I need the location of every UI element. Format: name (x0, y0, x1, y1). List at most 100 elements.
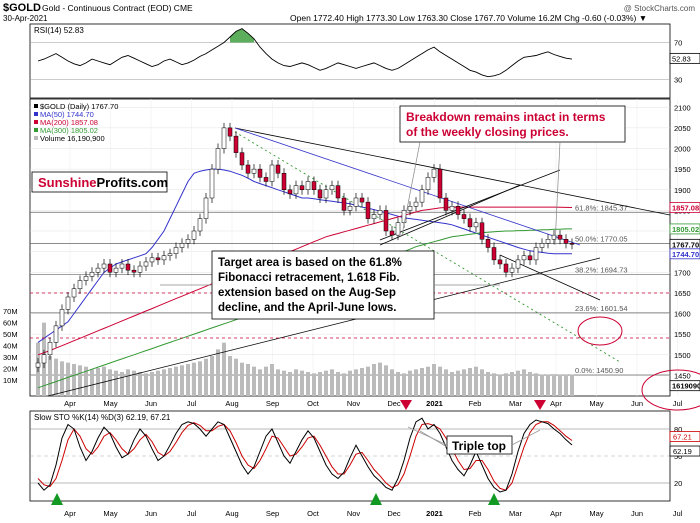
candle-body (329, 185, 335, 190)
candle-body (185, 239, 191, 244)
volume-tick-label: 50M (3, 330, 18, 339)
x-tick-label-lower: Aug (225, 509, 238, 518)
x-tick-label: Jun (145, 399, 157, 408)
candle-body (401, 210, 407, 223)
x-tick-label-lower: Nov (347, 509, 361, 518)
candle-body (125, 263, 131, 271)
x-tick-label: Jun (631, 399, 643, 408)
candle-body (485, 239, 491, 248)
x-tick-label-lower: Dec (387, 509, 401, 518)
price-tick-label: 1900 (674, 186, 691, 195)
stoch-k-series (37, 417, 573, 493)
volume-bar (558, 374, 562, 396)
watermark: @ StockCharts.com (624, 4, 696, 13)
price-tick-label: 2050 (674, 124, 691, 133)
price-legend: $GOLD (Daily) 1767.70 MA(50) 1744.70 MA(… (34, 102, 118, 143)
candle-body (167, 253, 173, 256)
stoch-panel (29, 410, 671, 502)
rsi-line (30, 28, 670, 80)
volume-bar (288, 372, 292, 396)
volume-bar (348, 370, 352, 396)
candle-body (191, 230, 197, 240)
volume-bar (186, 364, 190, 396)
volume-bar (408, 370, 412, 396)
signal-arrows (51, 400, 546, 505)
volume-bar (156, 370, 160, 396)
chart-date: 30-Apr-2021 (3, 14, 48, 23)
x-tick-label: 2021 (426, 399, 443, 408)
volume-bar (360, 368, 364, 396)
price-tick-label: 1600 (674, 310, 691, 319)
candle-body (53, 325, 59, 343)
x-tick-label: Dec (387, 399, 401, 408)
candle-body (437, 168, 443, 199)
volume-bar (222, 342, 226, 396)
candle-body (533, 247, 539, 261)
candle-body (479, 222, 485, 240)
candle-body (569, 243, 575, 245)
ma200-line (37, 206, 573, 356)
volume-bar (246, 364, 250, 396)
volume-bar (72, 364, 76, 396)
candle-body (239, 152, 245, 166)
breakdown-line-1: Breakdown remains intact in terms (406, 110, 606, 124)
volume-bar (414, 369, 418, 396)
trendline-upper (234, 127, 671, 216)
candle-body (227, 127, 233, 137)
candle-body (221, 127, 227, 149)
price-tag-box (669, 380, 700, 392)
volume-bar (234, 358, 238, 396)
candle-body (65, 296, 71, 310)
legend-swatch-ma50 (34, 112, 38, 116)
volume-bar (168, 368, 172, 396)
red-arrow-down-1 (400, 400, 412, 410)
volume-bar (546, 374, 550, 396)
legend-swatch-volume (34, 136, 38, 140)
volume-bar (240, 362, 244, 396)
volume-bar (150, 372, 154, 396)
candle-body (305, 181, 311, 190)
candle-body (335, 185, 341, 199)
candle-body (299, 185, 305, 190)
candle-body (95, 267, 101, 273)
volume-bar (132, 370, 136, 396)
x-tick-label: Apr (64, 399, 76, 408)
stoch-value-box (669, 445, 700, 457)
x-tick-label: Feb (469, 399, 482, 408)
logo-black: Profits.com (97, 175, 169, 190)
x-tick-label: May (103, 399, 117, 408)
volume-bar (264, 366, 268, 396)
candle-body (161, 255, 167, 261)
price-tick-label: 1500 (674, 351, 691, 360)
candle-body (179, 243, 185, 248)
stoch-value-label: 62.19 (673, 447, 692, 456)
rsi-legend-text: RSI(14) 52.83 (34, 26, 84, 35)
target-ellipse-2 (641, 369, 700, 411)
candle-body (473, 222, 479, 228)
volume-tick-label: 70M (3, 307, 18, 316)
volume-bar (366, 366, 370, 396)
target-line-2: Fibonacci retracement, 1.618 Fib. (218, 272, 400, 284)
volume-bar (90, 369, 94, 396)
candle-body (251, 168, 257, 174)
candle-body (491, 247, 497, 261)
candle-body (71, 288, 77, 298)
volume-bar (372, 364, 376, 396)
volume-bar (516, 370, 520, 396)
volume-bar (474, 366, 478, 396)
svg-text:SunshineProfits.com: SunshineProfits.com (38, 175, 168, 190)
candle-body (209, 168, 215, 199)
rsi-tick-label: 70 (674, 39, 682, 48)
volume-bar (228, 356, 232, 396)
price-tick-label: 1550 (674, 330, 691, 339)
volume-bar (462, 369, 466, 396)
candle-body (353, 197, 359, 207)
candle-body (509, 267, 515, 273)
price-tick-label: 1650 (674, 289, 691, 298)
candle-body (137, 265, 143, 273)
candle-body (407, 206, 413, 211)
fib-label: 61.8%: 1845.37 (575, 203, 628, 212)
trendline-lower (47, 257, 601, 397)
rsi-series (37, 28, 573, 78)
volume-bar (492, 373, 496, 396)
